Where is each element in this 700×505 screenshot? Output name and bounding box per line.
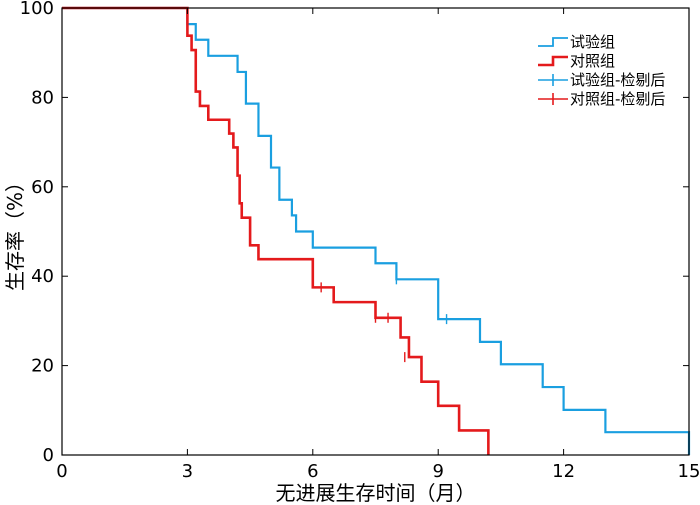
y-tick-label: 80 bbox=[31, 87, 54, 108]
x-axis-title: 无进展生存时间（月） bbox=[276, 481, 476, 505]
y-tick-label: 40 bbox=[31, 266, 54, 287]
x-tick-label: 9 bbox=[432, 461, 443, 482]
y-tick-label: 60 bbox=[31, 177, 54, 198]
axis-layer: 0 3 6 9 12 15 0 20 40 60 80 100 bbox=[20, 0, 700, 482]
y-tick-label: 0 bbox=[43, 445, 54, 466]
y-axis-title: 生存率（%） bbox=[3, 172, 27, 291]
x-tick-label: 12 bbox=[552, 461, 575, 482]
series-line-trial bbox=[62, 6, 691, 455]
legend-label: 试验组 bbox=[570, 33, 615, 51]
series-layer bbox=[62, 6, 691, 455]
legend-label: 对照组-检剔后 bbox=[570, 90, 665, 108]
series-line-control bbox=[62, 6, 490, 455]
plot-frame bbox=[61, 7, 690, 456]
y-tick-label: 20 bbox=[31, 356, 54, 377]
legend-label: 试验组-检剔后 bbox=[570, 71, 665, 89]
x-tick-label: 3 bbox=[182, 461, 193, 482]
x-tick-label: 6 bbox=[307, 461, 318, 482]
y-tick-label: 100 bbox=[20, 0, 54, 19]
legend-label: 对照组 bbox=[570, 52, 615, 70]
legend-step-icon bbox=[538, 55, 568, 67]
x-tick-label: 15 bbox=[678, 461, 700, 482]
legend-step-icon bbox=[538, 37, 568, 47]
x-tick-label: 0 bbox=[56, 461, 67, 482]
